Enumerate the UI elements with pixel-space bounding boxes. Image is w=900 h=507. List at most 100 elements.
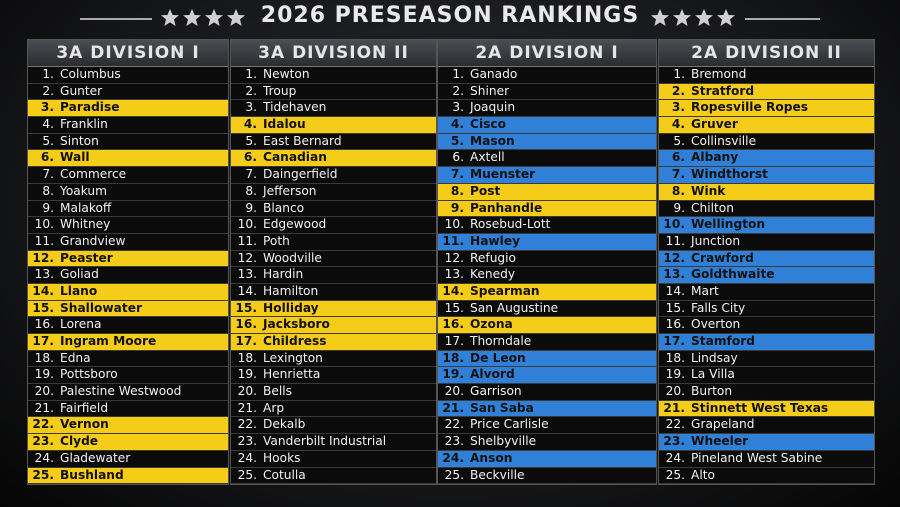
ranking-row: 9. Blanco bbox=[231, 201, 436, 218]
ranking-row: 10. Wellington bbox=[659, 217, 874, 234]
ranking-row: 3. Joaquin bbox=[438, 100, 656, 118]
rank-number: 24. bbox=[237, 450, 257, 465]
ranking-row: 6. Canadian bbox=[231, 150, 436, 168]
team-name: Bremond bbox=[691, 67, 747, 81]
ranking-row: 20. Burton bbox=[659, 384, 874, 401]
ranking-row: 9. Malakoff bbox=[28, 201, 228, 218]
rank-number: 17. bbox=[663, 334, 685, 348]
team-name: Stinnett West Texas bbox=[691, 400, 829, 415]
rank-number: 6. bbox=[671, 150, 685, 165]
rank-number: 6. bbox=[243, 150, 257, 165]
ranking-row: 25. Alto bbox=[659, 468, 874, 485]
rank-number: 11. bbox=[442, 233, 464, 248]
rank-number: 3. bbox=[40, 100, 54, 115]
rank-number: 10. bbox=[34, 217, 54, 232]
ranking-row: 6. Albany bbox=[659, 150, 874, 168]
team-name: Post bbox=[470, 183, 501, 198]
rank-number: 11. bbox=[665, 233, 685, 248]
team-name: Malakoff bbox=[60, 200, 112, 215]
team-name: Beckville bbox=[470, 467, 525, 482]
rank-number: 7. bbox=[671, 167, 685, 182]
team-name: Chilton bbox=[691, 200, 734, 215]
rank-number: 7. bbox=[42, 167, 54, 182]
ranking-row: 15. Falls City bbox=[659, 301, 874, 318]
team-name: Hamilton bbox=[263, 283, 319, 298]
ranking-row: 12. Woodville bbox=[231, 251, 436, 268]
rank-number: 8. bbox=[671, 183, 685, 198]
team-name: Cotulla bbox=[263, 467, 306, 482]
rank-number: 6. bbox=[452, 150, 464, 165]
ranking-row: 21. Stinnett West Texas bbox=[659, 400, 874, 418]
team-name: Dekalb bbox=[263, 417, 306, 432]
team-name: Falls City bbox=[691, 300, 746, 315]
ranking-row: 4. Idalou bbox=[231, 117, 436, 134]
rank-number: 25. bbox=[444, 467, 464, 482]
rank-number: 21. bbox=[663, 400, 685, 415]
team-name: Lindsay bbox=[691, 350, 738, 365]
team-name: Childress bbox=[263, 334, 327, 348]
rank-number: 25. bbox=[665, 467, 685, 482]
team-name: Lorena bbox=[60, 317, 102, 332]
ranking-row: 5. Mason bbox=[438, 133, 656, 151]
rank-number: 9. bbox=[450, 200, 464, 215]
rank-number: 11. bbox=[34, 233, 54, 248]
rank-number: 19. bbox=[442, 367, 464, 382]
rank-number: 10. bbox=[444, 217, 464, 232]
ranking-row: 10. Edgewood bbox=[231, 217, 436, 234]
team-name: Wink bbox=[691, 183, 726, 198]
rank-number: 8. bbox=[245, 183, 257, 198]
team-name: Canadian bbox=[263, 150, 327, 165]
team-name: Whitney bbox=[60, 217, 111, 232]
ranking-row: 22. Price Carlisle bbox=[438, 417, 656, 435]
ranking-row: 22. Dekalb bbox=[231, 417, 436, 435]
team-name: Shallowater bbox=[60, 300, 142, 315]
division-header: 2A DIVISION I bbox=[438, 40, 656, 67]
rank-number: 5. bbox=[673, 133, 685, 148]
ranking-row: 12. Crawford bbox=[659, 250, 874, 268]
ranking-row: 23. Wheeler bbox=[659, 434, 874, 451]
ranking-row: 2. Shiner bbox=[438, 84, 656, 101]
ranking-row: 23. Vanderbilt Industrial bbox=[231, 434, 436, 451]
rank-number: 18. bbox=[237, 350, 257, 365]
ranking-row: 8. Jefferson bbox=[231, 184, 436, 201]
team-name: San Saba bbox=[470, 400, 534, 415]
team-name: Goldthwaite bbox=[691, 267, 775, 282]
ranking-row: 22. Vernon bbox=[28, 417, 228, 435]
team-name: Thorndale bbox=[470, 334, 532, 348]
rank-number: 5. bbox=[245, 133, 257, 148]
rank-number: 16. bbox=[665, 317, 685, 332]
rank-number: 1. bbox=[42, 67, 54, 81]
team-name: Axtell bbox=[470, 150, 505, 165]
rank-number: 11. bbox=[237, 233, 257, 248]
team-name: Ropesville Ropes bbox=[691, 100, 808, 115]
team-name: Gruver bbox=[691, 117, 738, 132]
ranking-row: 3. Tidehaven bbox=[231, 100, 436, 118]
ranking-row: 7. Daingerfield bbox=[231, 167, 436, 184]
ranking-row: 14. Hamilton bbox=[231, 284, 436, 301]
team-name: Albany bbox=[691, 150, 739, 165]
division-header: 3A DIVISION II bbox=[231, 40, 436, 67]
team-name: Poth bbox=[263, 233, 290, 248]
team-name: Henrietta bbox=[263, 367, 321, 382]
ranking-row: 21. Arp bbox=[231, 401, 436, 418]
ranking-row: 4. Franklin bbox=[28, 117, 228, 134]
ranking-row: 1. Newton bbox=[231, 67, 436, 84]
rank-number: 4. bbox=[450, 117, 464, 132]
division-header: 3A DIVISION I bbox=[28, 40, 228, 67]
team-name: Hardin bbox=[263, 267, 304, 282]
rank-number: 15. bbox=[235, 300, 257, 315]
ranking-row: 14. Llano bbox=[28, 283, 228, 301]
ranking-row: 15. Shallowater bbox=[28, 300, 228, 318]
rank-number: 22. bbox=[665, 417, 685, 432]
ranking-row: 20. Bells bbox=[231, 384, 436, 401]
rank-number: 17. bbox=[444, 334, 464, 348]
ranking-row: 12. Refugio bbox=[438, 251, 656, 268]
team-name: Holliday bbox=[263, 300, 319, 315]
rank-number: 18. bbox=[442, 350, 464, 365]
ranking-row: 2. Troup bbox=[231, 84, 436, 101]
team-name: Blanco bbox=[263, 200, 305, 215]
rank-number: 19. bbox=[237, 367, 257, 382]
team-name: Cisco bbox=[470, 117, 506, 132]
ranking-row: 9. Chilton bbox=[659, 201, 874, 218]
rank-number: 17. bbox=[32, 334, 54, 348]
